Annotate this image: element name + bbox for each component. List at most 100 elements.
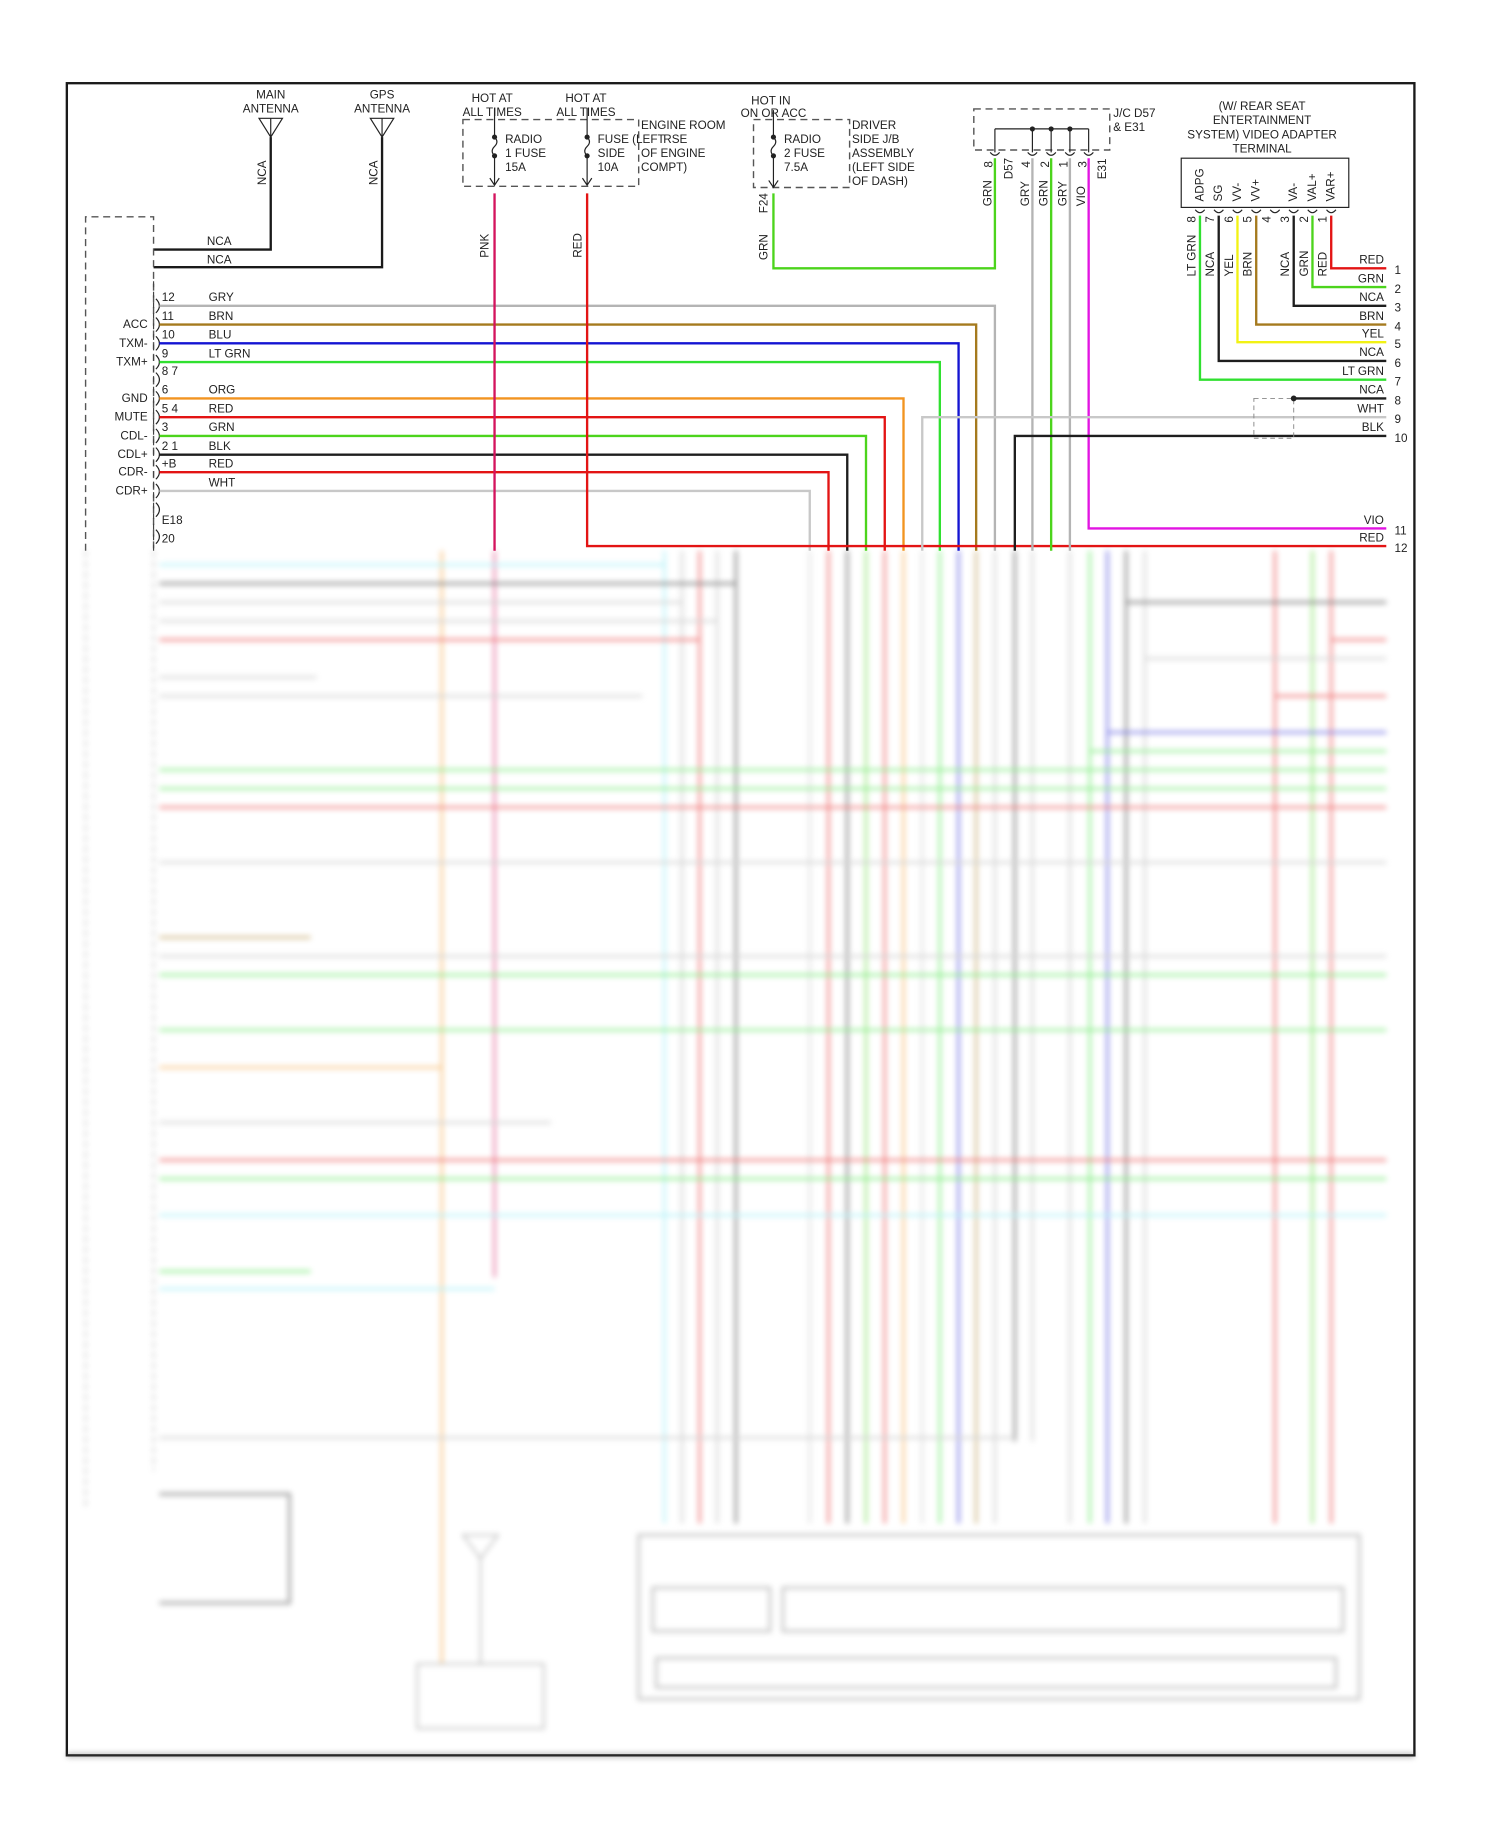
pin-socket — [155, 483, 160, 499]
pin-socket — [155, 464, 160, 480]
wire-lt-grn — [159, 360, 942, 551]
terminal-number: 11 — [1394, 524, 1406, 537]
svg-text:HOT AT: HOT AT — [472, 92, 513, 105]
terminal-number: 7 — [1394, 376, 1401, 389]
svg-text:(LEFT SIDE: (LEFT SIDE — [852, 161, 915, 174]
wire-brn — [159, 323, 978, 551]
connector-label: D57 — [1002, 158, 1015, 179]
pin-socket — [155, 372, 160, 388]
wire-blk — [159, 453, 849, 551]
wire-vio — [1087, 158, 1387, 530]
svg-text:ALL TIMES: ALL TIMES — [463, 106, 522, 119]
antenna-icon — [369, 117, 395, 139]
svg-text:HOT AT: HOT AT — [565, 92, 606, 105]
wire-label: VIO — [1364, 514, 1384, 527]
signal-label: GND — [122, 392, 148, 405]
svg-text:1 FUSE: 1 FUSE — [505, 147, 546, 160]
pin-name: VV- — [1231, 183, 1244, 202]
terminal-number: 12 — [1394, 542, 1407, 555]
pin-number: 12 — [162, 291, 175, 304]
svg-text:SIDE J/B: SIDE J/B — [852, 133, 900, 146]
pin-number: 20 — [162, 533, 176, 546]
pin-socket — [1213, 209, 1224, 214]
junction-connector: J/C D57 & E31 8 GRN 4 GRY 2 GRN 1 GRY 3 VIO D57 E31 — [973, 107, 1156, 206]
wire-blu — [159, 342, 960, 551]
wire-label: WHT — [209, 476, 236, 489]
svg-text:RADIO: RADIO — [505, 133, 542, 146]
pin-number: 5 4 — [162, 402, 179, 415]
wire — [1292, 215, 1387, 308]
svg-text:TERMINAL: TERMINAL — [1232, 142, 1292, 155]
svg-text:RSE: RSE — [663, 133, 687, 146]
wire-label: NCA — [1359, 346, 1384, 359]
wire — [1330, 215, 1387, 270]
wire-label: RED — [1359, 531, 1384, 544]
signal-label: TXM- — [119, 337, 148, 350]
wire-label: GRN — [981, 180, 994, 206]
pin-number: 1 — [1058, 161, 1071, 168]
pin-socket — [1232, 209, 1243, 214]
pin-name: VAR+ — [1325, 171, 1338, 201]
pin-socket — [1288, 209, 1299, 214]
connector-label: E31 — [1096, 158, 1109, 179]
signal-label: CDL+ — [117, 448, 147, 461]
wire-grn — [159, 434, 868, 551]
left-component: 12 GRY ACC 11 BRN TXM- 10 BLU TXM+ 9 LT GRN 8 7 GND 6… — [84, 216, 251, 551]
svg-text:ALL TIMES: ALL TIMES — [556, 106, 615, 119]
pin-number: 2 1 — [162, 440, 178, 453]
wire-label: NCA — [1359, 384, 1384, 397]
pin-number: 8 — [1185, 216, 1198, 223]
pin-socket — [155, 298, 160, 314]
terminal-number: 5 — [1394, 338, 1401, 351]
wire-label: BLK — [209, 440, 231, 453]
wire-label: YEL — [1362, 327, 1385, 340]
pin-socket — [155, 409, 160, 425]
pin-number: 3 — [1279, 216, 1292, 223]
wire-label: GRN — [1298, 251, 1311, 277]
terminal-number: 2 — [1394, 283, 1401, 296]
svg-text:SYSTEM) VIDEO ADAPTER: SYSTEM) VIDEO ADAPTER — [1187, 128, 1337, 141]
svg-text:RADIO: RADIO — [784, 133, 821, 146]
wire — [1013, 434, 1387, 551]
wire-label: GRN — [209, 421, 235, 434]
pin-number: 2 — [1039, 161, 1052, 168]
signal-label: CDL- — [120, 429, 147, 442]
connector-label: E18 — [162, 514, 183, 527]
wire-red — [159, 415, 886, 551]
pin-number: 9 — [162, 347, 169, 360]
signal-label: CDR- — [118, 466, 147, 479]
gps-antenna: GPS ANTENNA NCA NCA — [153, 88, 410, 269]
wire-label: BLU — [209, 329, 232, 342]
pin-socket — [155, 447, 160, 463]
pin-socket — [1064, 151, 1076, 156]
wire-label: RED — [571, 233, 584, 258]
signal-label: TXM+ — [116, 356, 148, 369]
wire-label: GRY — [209, 291, 234, 304]
pin-socket — [1083, 151, 1094, 156]
main-antenna-label: MAIN — [256, 88, 285, 101]
pin-name: VV+ — [1250, 179, 1263, 202]
pin-number: 5 — [1242, 216, 1255, 223]
pin-socket — [1194, 209, 1206, 214]
antenna-icon — [257, 117, 284, 139]
pin-number: +B — [162, 458, 177, 471]
svg-text:DRIVER: DRIVER — [852, 119, 896, 132]
svg-text:OF ENGINE: OF ENGINE — [641, 147, 706, 160]
wire-red — [585, 193, 1387, 548]
main-antenna: MAIN ANTENNA NCA NCA — [153, 88, 299, 251]
pin-number: 6 — [162, 384, 169, 397]
wire-label: LT GRN — [1185, 235, 1198, 277]
pin-socket — [155, 335, 160, 351]
wire-org — [159, 397, 905, 551]
wire-label: NCA — [1204, 252, 1217, 277]
terminal-number: 10 — [1394, 432, 1408, 445]
pin-number: 7 — [1204, 216, 1217, 223]
wire-wht — [159, 489, 811, 551]
terminal-number: 9 — [1394, 413, 1401, 426]
pin-number: 8 7 — [162, 365, 178, 378]
wire-label: LT GRN — [209, 347, 251, 360]
wire-label: RED — [209, 402, 234, 415]
svg-text:SIDE: SIDE — [598, 147, 626, 160]
wire-label: NCA — [256, 160, 269, 185]
pin-name: ADPG — [1193, 168, 1206, 201]
